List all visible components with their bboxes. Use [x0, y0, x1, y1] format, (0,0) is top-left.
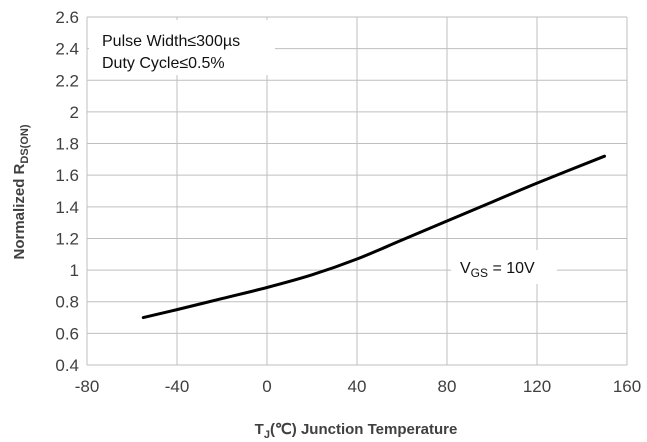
y-axis-ticks: 0.4 0.6 0.8 1 1.2 1.4 1.6 1.8 2 2.2 2.4 2.6	[55, 8, 79, 375]
series-line-vgs-10v	[141, 154, 606, 320]
x-tick-label: 80	[438, 377, 457, 396]
x-tick-label: 120	[523, 377, 551, 396]
y-tick-label: 2.2	[55, 71, 79, 90]
x-axis-title-text: (℃) Junction Temperature	[270, 421, 457, 438]
annotation-pulse-width: Pulse Width≤300µs	[102, 33, 240, 50]
series-group	[141, 154, 606, 320]
x-axis-title-subscript: J	[264, 429, 270, 441]
x-axis-title: TJ(℃) Junction Temperature	[255, 421, 458, 441]
y-axis-title-text: Normalized R	[11, 163, 28, 259]
vgs-annotation-box	[451, 250, 557, 284]
x-axis-title-symbol: T	[255, 421, 264, 438]
vgs-value: = 10V	[488, 260, 535, 277]
y-tick-label: 0.6	[55, 324, 79, 343]
y-axis-title: Normalized RDS(ON)	[11, 124, 31, 259]
y-axis-title-subscript: DS(ON)	[19, 124, 31, 163]
y-tick-label: 1.4	[55, 198, 79, 217]
x-tick-label: 0	[262, 377, 271, 396]
conditions-annotation-box	[89, 20, 275, 75]
y-tick-label: 2.6	[55, 8, 79, 27]
x-tick-label: -80	[75, 377, 100, 396]
y-tick-label: 1.6	[55, 166, 79, 185]
y-tick-label: 0.4	[55, 356, 79, 375]
y-tick-label: 1	[70, 261, 79, 280]
vgs-symbol: V	[460, 260, 471, 277]
annotation-vgs: VGS = 10V	[460, 260, 535, 280]
y-tick-label: 0.8	[55, 293, 79, 312]
x-tick-label: 40	[348, 377, 367, 396]
x-axis-ticks: -80 -40 0 40 80 120 160	[75, 377, 641, 396]
y-tick-label: 2.4	[55, 40, 79, 59]
x-tick-label: -40	[165, 377, 190, 396]
y-tick-label: 2	[70, 103, 79, 122]
annotation-duty-cycle: Duty Cycle≤0.5%	[102, 55, 225, 72]
y-tick-label: 1.2	[55, 229, 79, 248]
vgs-subscript: GS	[471, 266, 488, 280]
x-tick-label: 160	[613, 377, 641, 396]
grid	[86, 16, 628, 366]
y-tick-label: 1.8	[55, 135, 79, 154]
